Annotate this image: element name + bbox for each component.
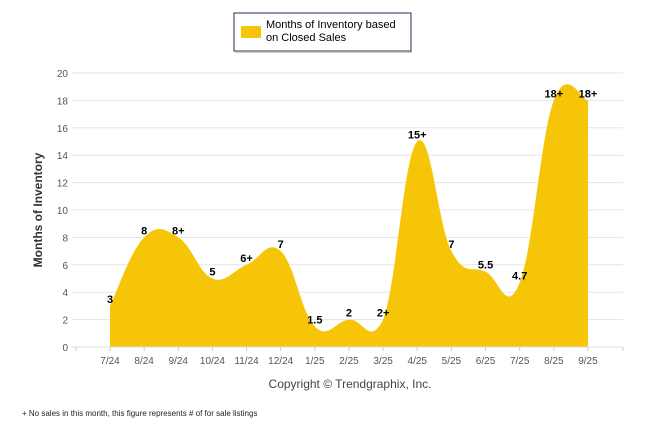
data-label: 8 xyxy=(141,225,147,237)
x-tick-label: 6/25 xyxy=(476,356,496,367)
data-label: 7 xyxy=(448,239,454,251)
data-label: 5 xyxy=(209,267,215,279)
y-tick-label: 10 xyxy=(57,206,69,217)
x-tick-label: 11/24 xyxy=(234,356,259,367)
y-axis-ticks: 0 2 4 6 8 10 12 14 16 18 20 xyxy=(57,69,69,354)
x-tick-label: 9/24 xyxy=(169,356,189,367)
data-label: 7 xyxy=(278,239,284,251)
x-tick-label: 8/25 xyxy=(544,356,564,367)
x-axis-ticks: 7/24 8/24 9/24 10/24 11/24 12/24 1/25 2/25 3/25 4… xyxy=(72,347,623,367)
legend-swatch xyxy=(241,26,261,38)
footnote: + No sales in this month, this figure re… xyxy=(22,409,257,418)
x-tick-label: 10/24 xyxy=(200,356,225,367)
x-tick-label: 1/25 xyxy=(305,356,325,367)
x-tick-label: 5/25 xyxy=(442,356,462,367)
data-label: 15+ xyxy=(408,130,427,142)
y-tick-label: 14 xyxy=(57,151,69,162)
y-tick-label: 18 xyxy=(57,96,69,107)
data-label: 1.5 xyxy=(307,314,322,326)
x-tick-label: 3/25 xyxy=(373,356,393,367)
data-label: 4.7 xyxy=(512,271,527,283)
y-axis-title: Months of Inventory xyxy=(31,152,45,267)
y-tick-label: 4 xyxy=(62,288,68,299)
x-tick-label: 12/24 xyxy=(268,356,293,367)
y-tick-label: 20 xyxy=(57,69,69,80)
x-tick-label: 8/24 xyxy=(134,356,154,367)
data-label: 2 xyxy=(346,308,352,320)
y-tick-label: 2 xyxy=(62,316,68,327)
data-label: 18+ xyxy=(579,88,598,100)
legend-label-line1: Months of Inventory based xyxy=(266,19,396,31)
x-tick-label: 7/25 xyxy=(510,356,530,367)
y-tick-label: 16 xyxy=(57,124,69,135)
data-label: 5.5 xyxy=(478,260,493,272)
x-tick-label: 2/25 xyxy=(339,356,359,367)
y-tick-label: 8 xyxy=(62,233,68,244)
data-label: 3 xyxy=(107,294,113,306)
y-tick-label: 12 xyxy=(57,179,69,190)
data-label: 2+ xyxy=(377,308,390,320)
data-label: 18+ xyxy=(544,88,563,100)
x-tick-label: 7/24 xyxy=(100,356,120,367)
data-label: 6+ xyxy=(240,253,253,265)
y-tick-label: 6 xyxy=(62,261,68,272)
copyright: Copyright © Trendgraphix, Inc. xyxy=(269,377,432,391)
legend-label-line2: on Closed Sales xyxy=(266,32,347,44)
legend[interactable]: Months of Inventory based on Closed Sale… xyxy=(234,13,412,53)
x-tick-label: 4/25 xyxy=(408,356,428,367)
y-tick-label: 0 xyxy=(62,343,68,354)
x-tick-label: 9/25 xyxy=(578,356,598,367)
data-label: 8+ xyxy=(172,225,185,237)
